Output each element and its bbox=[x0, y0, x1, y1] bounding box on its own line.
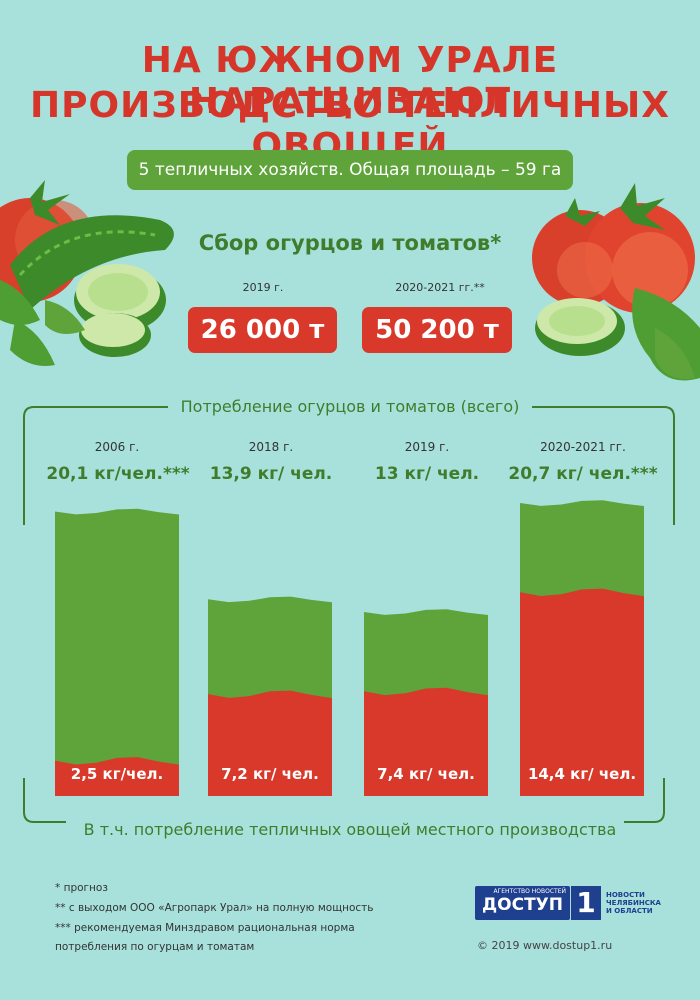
total-consumption-bar bbox=[55, 508, 179, 796]
harvest-year-2019: 2019 г. bbox=[242, 281, 284, 294]
total-value-label: 13 кг/ чел. bbox=[374, 464, 480, 484]
category-label: 2020-2021 гг. bbox=[540, 440, 626, 454]
logo-side-line: ЧЕЛЯБИНСКА bbox=[606, 899, 661, 907]
local-value-label: 14,4 кг/ чел. bbox=[527, 765, 637, 783]
total-value-label: 13,9 кг/ чел. bbox=[209, 464, 333, 484]
local-consumption-bar bbox=[364, 687, 488, 796]
logo-side-line: НОВОСТИ bbox=[606, 891, 645, 899]
category-label: 2019 г. bbox=[404, 440, 450, 454]
local-consumption-bar bbox=[208, 690, 332, 796]
harvest-year-2020-2021: 2020-2021 гг.** bbox=[395, 281, 485, 294]
category-label: 2006 г. bbox=[94, 440, 140, 454]
logo-side-text: НОВОСТИ ЧЕЛЯБИНСКА И ОБЛАСТИ bbox=[606, 891, 676, 915]
local-consumption-bar bbox=[520, 588, 644, 796]
vegetables-right-illustration bbox=[532, 183, 700, 381]
logo-agency-text: АГЕНТСТВО НОВОСТЕЙ bbox=[493, 888, 566, 895]
category-label: 2018 г. bbox=[248, 440, 294, 454]
footnote: ** с выходом ООО «Агропарк Урал» на полн… bbox=[55, 902, 374, 914]
consumption-bar-chart bbox=[55, 500, 644, 796]
harvest-value-2019: 26 000 т bbox=[188, 307, 337, 353]
logo-side-line: И ОБЛАСТИ bbox=[606, 907, 653, 915]
harvest-title: Сбор огурцов и томатов* bbox=[198, 231, 502, 255]
vegetables-left-illustration bbox=[0, 180, 174, 366]
footnote: * прогноз bbox=[55, 882, 108, 894]
logo-number: 1 bbox=[571, 886, 601, 920]
copyright-text: © 2019 www.dostup1.ru bbox=[477, 939, 613, 952]
farms-badge: 5 тепличных хозяйств. Общая площадь – 59… bbox=[127, 150, 573, 190]
local-value-label: 7,2 кг/ чел. bbox=[221, 765, 319, 783]
local-value-label: 2,5 кг/чел. bbox=[70, 765, 164, 783]
footnote: потребления по огурцам и томатам bbox=[55, 941, 255, 953]
page-title-line1: НА ЮЖНОМ УРАЛЕ НАРАЩИВАЮТ bbox=[141, 40, 559, 122]
footnote: *** рекомендуемая Минздравом рациональна… bbox=[55, 922, 355, 934]
total-value-label: 20,1 кг/чел.*** bbox=[46, 464, 190, 484]
local-consumption-title: В т.ч. потребление тепличных овощей мест… bbox=[83, 820, 617, 839]
bracket-lines bbox=[23, 406, 675, 823]
logo-name-text: ДОСТУП bbox=[482, 895, 563, 915]
total-value-label: 20,7 кг/ чел.*** bbox=[508, 464, 658, 484]
local-consumption-bar bbox=[55, 757, 179, 796]
harvest-value-2020-2021: 50 200 т bbox=[362, 307, 512, 353]
consumption-title: Потребление огурцов и томатов (всего) bbox=[180, 397, 520, 416]
dostup1-logo[interactable]: АГЕНТСТВО НОВОСТЕЙ ДОСТУП bbox=[475, 886, 570, 920]
local-value-label: 7,4 кг/ чел. bbox=[377, 765, 475, 783]
